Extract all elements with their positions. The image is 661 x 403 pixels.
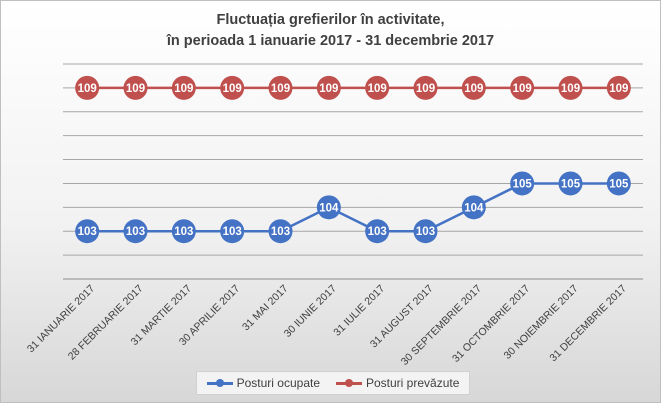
chart-title: Fluctuația grefierilor în activitate, în… <box>0 10 661 52</box>
data-label: 109 <box>271 83 290 95</box>
data-point <box>268 219 293 244</box>
data-label: 104 <box>319 202 339 214</box>
data-point <box>558 75 583 100</box>
data-label: 109 <box>368 83 387 95</box>
legend-label-series-1: Posturi prevăzute <box>366 376 460 390</box>
data-label: 104 <box>464 202 484 214</box>
data-point <box>220 219 245 244</box>
data-point <box>365 75 390 100</box>
x-tick-label: 31 MAI 2017 <box>240 283 291 334</box>
data-point <box>413 75 438 100</box>
data-point <box>606 75 631 100</box>
data-label: 109 <box>319 83 338 95</box>
data-point <box>413 219 438 244</box>
data-label: 109 <box>126 83 145 95</box>
data-label: 109 <box>561 83 580 95</box>
data-label: 109 <box>416 83 435 95</box>
data-label: 105 <box>609 178 629 190</box>
data-point <box>123 75 148 100</box>
data-label: 103 <box>416 226 435 238</box>
data-label: 103 <box>174 226 193 238</box>
data-label: 109 <box>78 83 97 95</box>
data-point <box>171 219 196 244</box>
x-tick-label: 30 SEPTEMBRIE 2017 <box>399 283 484 368</box>
data-label: 103 <box>126 226 145 238</box>
data-point <box>558 171 583 196</box>
data-label: 103 <box>368 226 387 238</box>
legend: Posturi ocupate Posturi prevăzute <box>196 371 470 395</box>
data-label: 109 <box>223 83 242 95</box>
data-point <box>316 75 341 100</box>
chart-title-line2: în perioada 1 ianuarie 2017 - 31 decembr… <box>166 33 495 49</box>
legend-marker-red-icon <box>336 378 362 388</box>
data-point <box>171 75 196 100</box>
data-label: 103 <box>223 226 242 238</box>
chart-title-line1: Fluctuația grefierilor în activitate, <box>216 12 445 28</box>
data-point <box>510 171 535 196</box>
data-point <box>461 195 486 220</box>
legend-label-series-0: Posturi ocupate <box>236 376 320 390</box>
data-point <box>316 195 341 220</box>
data-label: 103 <box>271 226 290 238</box>
data-point <box>510 75 535 100</box>
data-label: 105 <box>561 178 581 190</box>
data-point <box>220 75 245 100</box>
data-point <box>606 171 631 196</box>
legend-marker-blue-icon <box>206 378 233 388</box>
data-point <box>268 75 293 100</box>
legend-item-series-0: Posturi ocupate <box>206 376 320 390</box>
data-point <box>123 219 148 244</box>
data-point <box>461 75 486 100</box>
data-point <box>75 219 100 244</box>
data-label: 109 <box>513 83 532 95</box>
data-label: 109 <box>174 83 193 95</box>
data-label: 109 <box>464 83 483 95</box>
data-label: 109 <box>609 83 628 95</box>
legend-item-series-1: Posturi prevăzute <box>336 376 459 390</box>
data-point <box>365 219 390 244</box>
data-point <box>75 75 100 100</box>
data-label: 103 <box>78 226 97 238</box>
data-label: 105 <box>513 178 533 190</box>
